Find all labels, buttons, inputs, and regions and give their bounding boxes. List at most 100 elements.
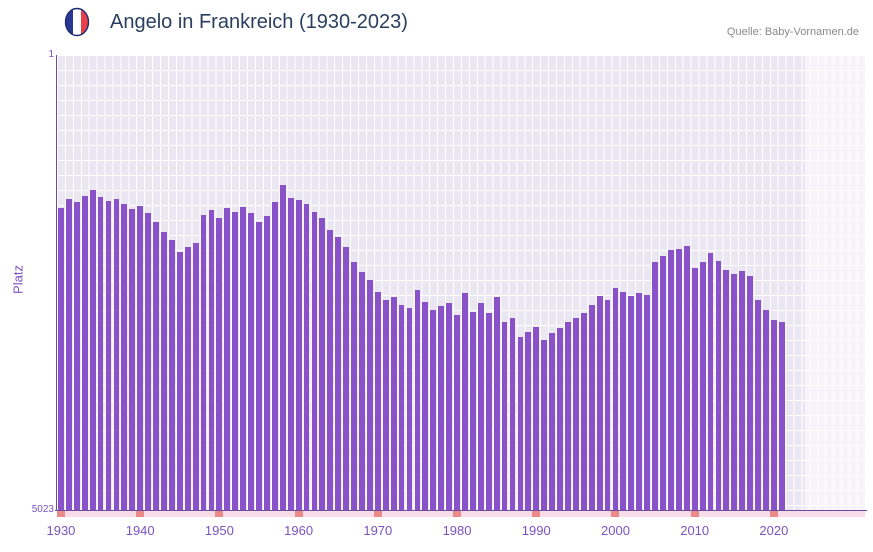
bar-2004[interactable] — [644, 295, 651, 510]
bar-1949[interactable] — [208, 209, 215, 510]
bar-1989[interactable] — [525, 332, 532, 510]
bar-1988[interactable] — [517, 337, 524, 510]
bar-1944[interactable] — [168, 239, 175, 510]
bar-1960[interactable] — [295, 199, 302, 510]
bar-1935[interactable] — [97, 197, 104, 510]
bar-1996[interactable] — [580, 313, 587, 510]
bar-1990[interactable] — [533, 327, 540, 510]
plot-area[interactable] — [57, 55, 865, 510]
x-axis-line — [55, 510, 867, 511]
bar-2010[interactable] — [691, 267, 698, 510]
bar-1987[interactable] — [509, 318, 516, 510]
bar-1986[interactable] — [501, 321, 508, 510]
bar-1948[interactable] — [200, 215, 207, 510]
bar-1998[interactable] — [596, 295, 603, 510]
bar-2017[interactable] — [747, 275, 754, 510]
bar-1961[interactable] — [303, 203, 310, 510]
bar-2014[interactable] — [723, 270, 730, 510]
bar-1991[interactable] — [541, 339, 548, 510]
bar-1955[interactable] — [256, 222, 262, 510]
bar-1974[interactable] — [406, 308, 413, 510]
bar-1951[interactable] — [224, 208, 231, 510]
bar-1981[interactable] — [462, 292, 468, 510]
bar-2013[interactable] — [715, 261, 722, 510]
bar-1953[interactable] — [240, 207, 247, 510]
bar-1957[interactable] — [271, 201, 278, 510]
bar-1978[interactable] — [438, 305, 445, 510]
bar-1995[interactable] — [572, 318, 579, 510]
bar-1975[interactable] — [414, 290, 421, 510]
bar-1982[interactable] — [469, 311, 476, 510]
bar-1959[interactable] — [287, 198, 294, 510]
x-tick-1940 — [136, 511, 145, 517]
bar-1934[interactable] — [89, 189, 96, 510]
bar-1984[interactable] — [485, 313, 492, 510]
chart-header: Angelo in Frankreich (1930-2023) — [64, 7, 408, 37]
bar-2021[interactable] — [778, 321, 785, 510]
x-tick-2000 — [611, 511, 620, 517]
bar-2011[interactable] — [699, 261, 706, 510]
bar-2019[interactable] — [763, 309, 769, 510]
bar-1985[interactable] — [493, 296, 500, 510]
bar-1937[interactable] — [113, 198, 120, 510]
bar-2005[interactable] — [652, 261, 658, 510]
bar-2016[interactable] — [739, 271, 746, 510]
bar-2007[interactable] — [668, 249, 674, 510]
bar-1972[interactable] — [390, 296, 397, 510]
bar-1993[interactable] — [557, 328, 563, 510]
bar-1966[interactable] — [343, 246, 350, 510]
bar-1946[interactable] — [184, 246, 191, 510]
bar-1971[interactable] — [382, 300, 389, 510]
x-axis-labels: 1930 1940 1950 1960 1970 1980 1990 2000 2010 2020 — [46, 523, 865, 543]
bar-1983[interactable] — [477, 303, 484, 510]
x-tick-1930 — [56, 511, 65, 517]
bar-1958[interactable] — [279, 184, 286, 510]
bar-1950[interactable] — [216, 218, 223, 510]
bar-1994[interactable] — [565, 321, 571, 510]
bar-1992[interactable] — [549, 333, 555, 510]
bar-1979[interactable] — [446, 303, 453, 510]
bar-1980[interactable] — [454, 314, 460, 510]
bar-1941[interactable] — [145, 213, 151, 510]
bar-1969[interactable] — [366, 280, 373, 510]
bar-1939[interactable] — [129, 208, 136, 510]
bar-1936[interactable] — [105, 200, 112, 510]
bar-1963[interactable] — [319, 218, 326, 510]
bar-2015[interactable] — [731, 273, 738, 510]
bar-1940[interactable] — [137, 206, 144, 510]
bar-2001[interactable] — [620, 291, 627, 510]
y-axis-line — [56, 55, 57, 511]
bar-1931[interactable] — [65, 198, 72, 510]
bar-1930[interactable] — [58, 208, 64, 510]
bar-1952[interactable] — [232, 212, 239, 510]
bar-2008[interactable] — [675, 248, 682, 510]
bar-1967[interactable] — [351, 261, 357, 510]
bar-2002[interactable] — [628, 295, 635, 510]
bar-1973[interactable] — [398, 304, 405, 510]
bar-1962[interactable] — [311, 212, 318, 510]
bar-1932[interactable] — [73, 201, 80, 510]
bar-2003[interactable] — [636, 292, 643, 510]
bar-1968[interactable] — [359, 271, 365, 510]
bar-1965[interactable] — [335, 237, 342, 510]
bar-1999[interactable] — [604, 300, 611, 510]
bar-1947[interactable] — [192, 243, 199, 510]
bar-1943[interactable] — [161, 232, 167, 510]
bar-1933[interactable] — [81, 195, 88, 510]
bar-1938[interactable] — [121, 203, 128, 510]
bar-1942[interactable] — [153, 222, 159, 510]
bar-1954[interactable] — [248, 213, 254, 510]
bar-1997[interactable] — [588, 304, 595, 510]
bar-1977[interactable] — [430, 309, 437, 510]
bar-2006[interactable] — [660, 256, 666, 510]
bar-2009[interactable] — [683, 246, 690, 510]
bar-2012[interactable] — [707, 252, 714, 510]
bar-1956[interactable] — [264, 216, 270, 510]
bar-1976[interactable] — [422, 301, 429, 510]
bar-1970[interactable] — [374, 291, 381, 510]
bar-2018[interactable] — [755, 300, 761, 510]
bar-1945[interactable] — [176, 251, 183, 510]
bar-2020[interactable] — [770, 319, 777, 510]
bar-2000[interactable] — [612, 287, 619, 510]
bar-1964[interactable] — [327, 229, 334, 510]
